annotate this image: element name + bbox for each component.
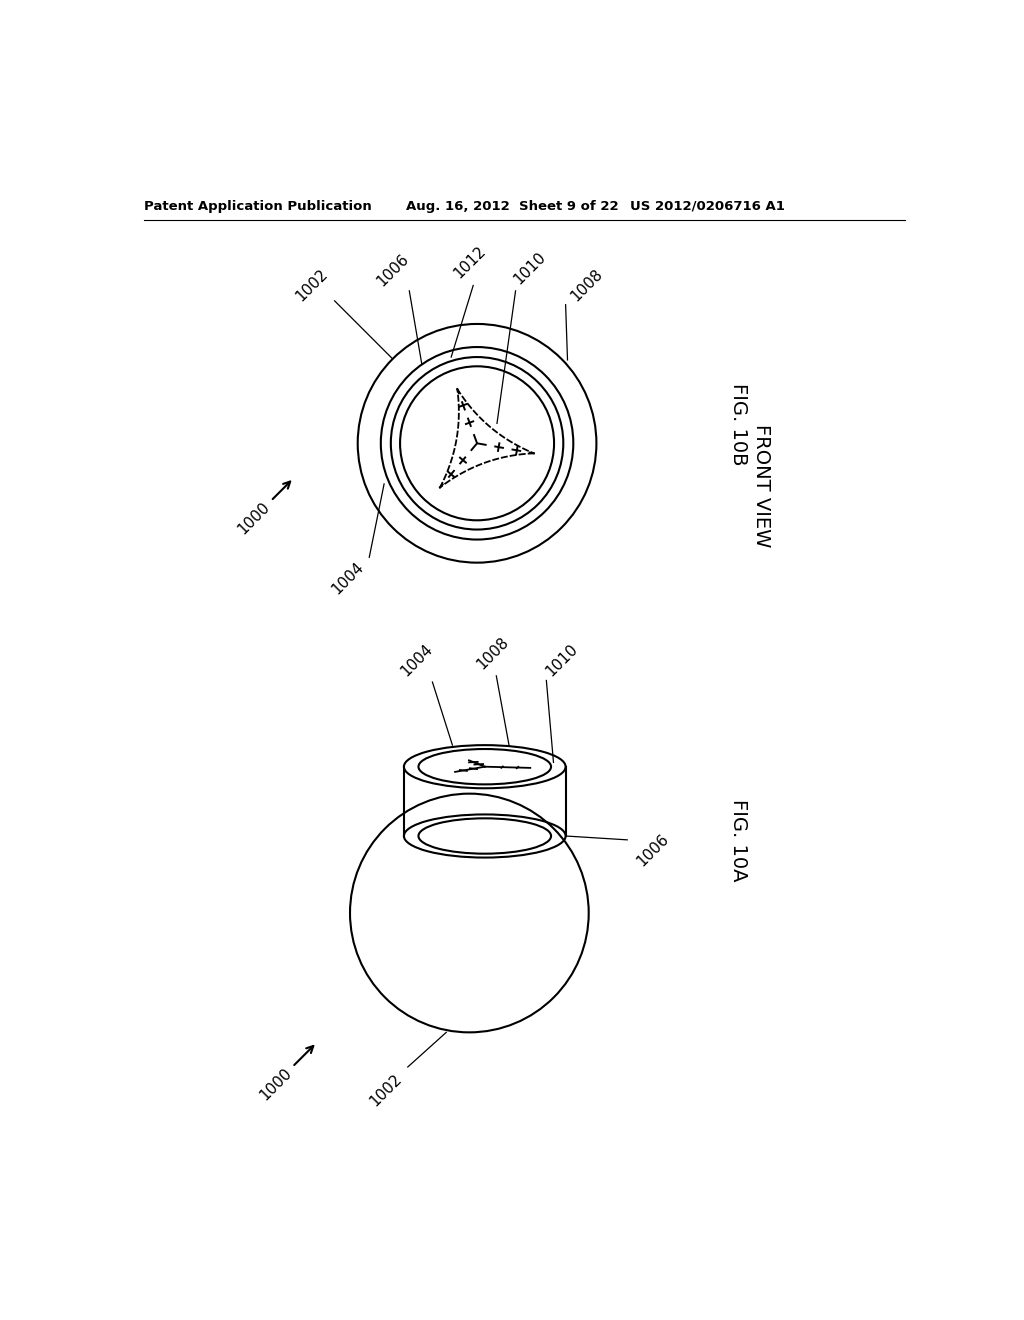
Text: 1008: 1008 (473, 634, 511, 672)
Text: 1004: 1004 (398, 642, 436, 680)
Text: FRONT VIEW: FRONT VIEW (753, 424, 771, 548)
Text: US 2012/0206716 A1: US 2012/0206716 A1 (630, 199, 784, 213)
Text: 1002: 1002 (368, 1072, 406, 1109)
Text: 1010: 1010 (511, 249, 548, 286)
Text: FIG. 10A: FIG. 10A (729, 799, 749, 882)
Text: 1000: 1000 (234, 499, 272, 537)
Text: 1002: 1002 (293, 267, 331, 305)
Text: 1006: 1006 (634, 830, 672, 869)
Text: 1000: 1000 (256, 1065, 294, 1102)
Text: Patent Application Publication: Patent Application Publication (144, 199, 372, 213)
Text: FIG. 10B: FIG. 10B (729, 383, 749, 466)
Text: Aug. 16, 2012  Sheet 9 of 22: Aug. 16, 2012 Sheet 9 of 22 (407, 199, 618, 213)
Text: 1010: 1010 (543, 642, 581, 680)
Text: 1012: 1012 (451, 243, 488, 281)
Text: 1004: 1004 (329, 560, 367, 597)
Text: 1006: 1006 (374, 251, 412, 289)
Text: 1008: 1008 (567, 267, 605, 305)
